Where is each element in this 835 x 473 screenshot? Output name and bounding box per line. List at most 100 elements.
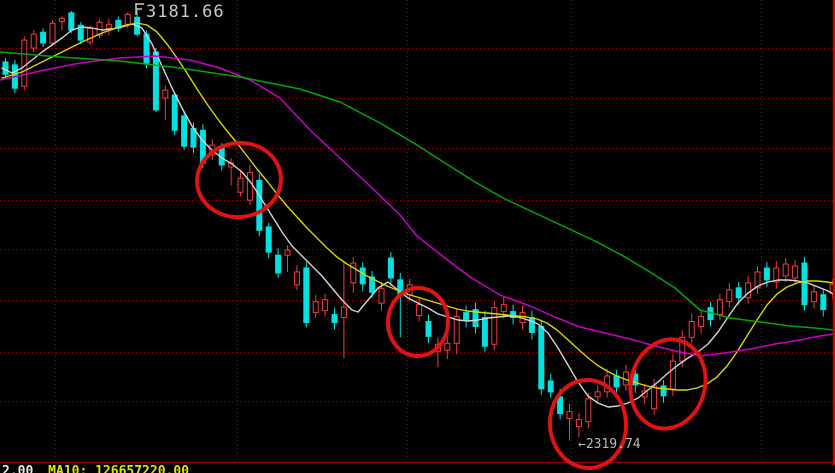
candle-up[interactable] <box>293 265 300 290</box>
candle-body <box>782 263 789 277</box>
candle-body <box>829 284 835 294</box>
candle-up[interactable] <box>575 412 582 438</box>
candle-body <box>754 271 761 289</box>
candle-body <box>284 249 291 256</box>
candle-up[interactable] <box>491 300 498 351</box>
candle-body <box>510 311 517 319</box>
candle-down[interactable] <box>707 301 714 327</box>
candle-down[interactable] <box>613 370 620 394</box>
candle-down[interactable] <box>181 111 188 151</box>
candle-down[interactable] <box>331 307 338 330</box>
candle-down[interactable] <box>463 305 470 328</box>
candle-body <box>820 294 827 311</box>
candle-down[interactable] <box>369 270 376 298</box>
candle-body <box>538 325 545 390</box>
candle-up[interactable] <box>416 297 423 322</box>
status-ma10-value: MA10: 126657220.00 <box>48 464 190 473</box>
candle-body <box>528 317 535 333</box>
candle-down[interactable] <box>115 16 122 33</box>
candle-down[interactable] <box>77 22 84 45</box>
candle-body <box>500 304 507 313</box>
candle-body <box>613 375 620 388</box>
candle-body <box>49 22 56 44</box>
candle-up[interactable] <box>237 169 244 197</box>
candle-body <box>237 177 244 193</box>
candle-up[interactable] <box>340 261 347 359</box>
candle-body <box>331 314 338 324</box>
candle-down[interactable] <box>801 257 808 311</box>
candle-down[interactable] <box>547 374 554 398</box>
candle-up[interactable] <box>21 36 28 91</box>
candle-up[interactable] <box>745 275 752 304</box>
candle-down[interactable] <box>425 314 432 344</box>
candle-body <box>312 301 319 314</box>
candle-body <box>87 27 94 43</box>
candle-up[interactable] <box>726 282 733 308</box>
candle-down[interactable] <box>510 304 517 325</box>
candle-up[interactable] <box>773 261 780 289</box>
candles-series[interactable] <box>2 10 835 441</box>
candle-down[interactable] <box>303 262 310 328</box>
annotation-circle <box>195 140 283 220</box>
candle-up[interactable] <box>246 164 253 206</box>
candle-up[interactable] <box>322 293 329 317</box>
candle-body <box>481 317 488 347</box>
candle-up[interactable] <box>688 313 695 344</box>
ma-short-white-line <box>1 23 834 408</box>
candle-body <box>735 287 742 299</box>
candle-body <box>594 391 601 398</box>
candle-down[interactable] <box>171 92 178 136</box>
candle-up[interactable] <box>782 258 789 282</box>
candle-body <box>369 276 376 293</box>
candle-down[interactable] <box>472 302 479 334</box>
candle-body <box>68 12 75 31</box>
candle-body <box>463 312 470 322</box>
candle-up[interactable] <box>810 285 817 309</box>
candle-up[interactable] <box>585 392 592 429</box>
candle-up[interactable] <box>444 336 451 360</box>
candle-down[interactable] <box>40 28 47 48</box>
candle-up[interactable] <box>350 257 357 293</box>
candle-down[interactable] <box>481 310 488 353</box>
candle-body <box>303 267 310 324</box>
candle-up[interactable] <box>566 403 573 441</box>
candle-down[interactable] <box>265 222 272 259</box>
candle-up[interactable] <box>829 278 835 299</box>
candle-up[interactable] <box>58 16 65 31</box>
candle-body <box>716 299 723 316</box>
candle-body <box>425 321 432 337</box>
candle-up[interactable] <box>622 365 629 391</box>
candle-up[interactable] <box>669 354 676 396</box>
candle-up[interactable] <box>698 309 705 334</box>
annotation-circle <box>547 378 629 470</box>
candle-down[interactable] <box>538 319 545 395</box>
candle-up[interactable] <box>754 266 761 294</box>
candle-down[interactable] <box>735 281 742 305</box>
candle-down[interactable] <box>397 272 404 338</box>
candle-body <box>444 342 451 351</box>
candle-down[interactable] <box>275 248 282 278</box>
candle-up[interactable] <box>49 20 56 47</box>
candle-down[interactable] <box>660 379 667 403</box>
candle-up[interactable] <box>162 85 169 120</box>
candle-down[interactable] <box>387 252 394 286</box>
candle-up[interactable] <box>453 309 460 355</box>
candle-up[interactable] <box>105 18 112 36</box>
candle-body <box>810 291 817 303</box>
candle-down[interactable] <box>359 262 366 291</box>
candle-body <box>773 267 780 283</box>
candle-down[interactable] <box>528 310 535 340</box>
candle-body <box>726 289 733 303</box>
candle-up[interactable] <box>312 294 319 318</box>
candle-body <box>322 299 329 312</box>
candle-body <box>171 94 178 131</box>
candle-body <box>669 360 676 390</box>
candle-down[interactable] <box>820 288 827 317</box>
candle-body <box>256 179 263 231</box>
candle-up[interactable] <box>30 30 37 53</box>
candle-body <box>763 267 770 281</box>
candle-up[interactable] <box>594 384 601 403</box>
candle-up[interactable] <box>284 245 291 272</box>
candle-down[interactable] <box>256 173 263 237</box>
